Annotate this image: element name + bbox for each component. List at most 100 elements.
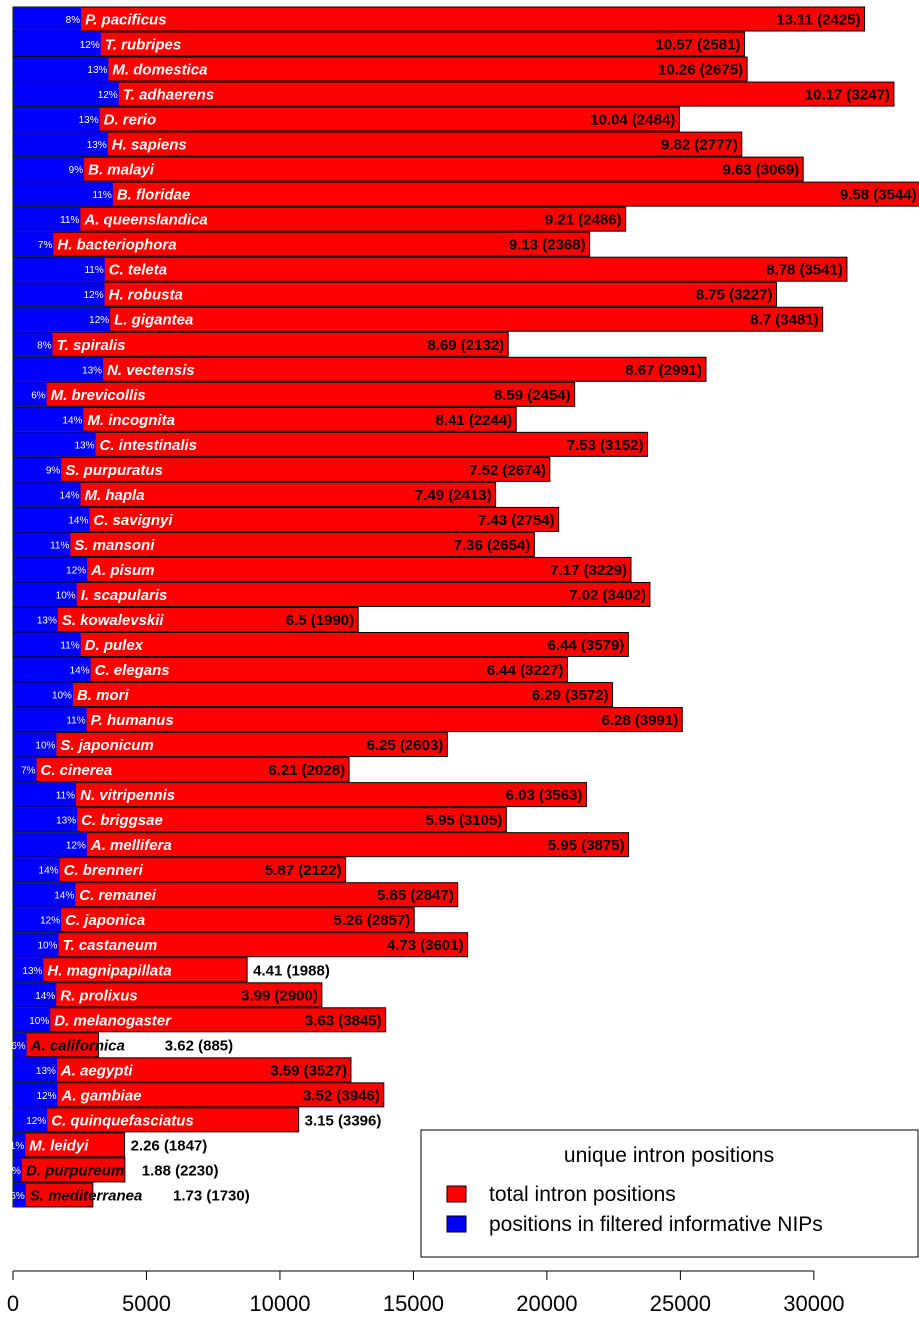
bar-filtered: [13, 1082, 58, 1107]
species-label: C. savignyi: [93, 512, 173, 529]
bar-total: [12, 857, 347, 883]
value-label: 5.95 (3105): [426, 812, 503, 829]
species-label: N. vitripennis: [80, 787, 175, 804]
bar-filtered: [13, 632, 81, 657]
species-label: D. melanogaster: [54, 1012, 172, 1029]
bar-row: 10% I. scapularis 7.02 (3402): [12, 581, 651, 607]
x-tick-label: 15000: [383, 1291, 444, 1316]
value-label: 9.63 (3069): [722, 162, 799, 179]
bar-row: 13% N. vectensis 8.67 (2991): [12, 356, 707, 382]
bar-filtered: [13, 857, 60, 882]
bar-row: 14% C. elegans 6.44 (3227): [12, 657, 568, 683]
bar-total: [12, 356, 707, 382]
bar-row: 11% P. humanus 6.28 (3991): [12, 707, 683, 733]
value-label: 9.82 (2777): [661, 137, 738, 154]
bar-row: 12% A. pisum 7.17 (3229): [12, 556, 632, 582]
bar-percent-label: 11%: [84, 265, 103, 276]
bar-row: 12% L. gigantea 8.7 (3481): [12, 306, 824, 332]
bar-row: 11% N. vitripennis 6.03 (3563): [12, 782, 587, 808]
bar-total: [12, 131, 743, 157]
bar-percent-label: 13%: [74, 440, 94, 451]
bar-filtered: [13, 882, 76, 907]
value-label: 3.63 (3845): [305, 1012, 382, 1029]
bar-percent-label: 13%: [87, 140, 107, 151]
species-label: T. rubripes: [105, 37, 181, 54]
legend-swatch: [446, 1185, 467, 1203]
bar-percent-label: 9%: [46, 465, 61, 476]
bar-filtered: [13, 707, 87, 732]
species-label: C. elegans: [95, 662, 170, 679]
bar-filtered: [13, 982, 57, 1007]
value-label: 3.62 (885): [165, 1037, 233, 1054]
value-label: 10.17 (3247): [805, 87, 890, 104]
bar-percent-label: 10%: [56, 590, 76, 601]
value-label: 6.03 (3563): [506, 787, 583, 804]
bar-percent-label: 12%: [66, 565, 86, 576]
bar-filtered: [13, 82, 119, 107]
bar-total: [12, 206, 627, 232]
bar-row: 12% T. rubripes 10.57 (2581): [12, 31, 745, 57]
bar-percent-label: 8%: [37, 340, 52, 351]
bar-percent-label: 14%: [70, 666, 90, 677]
bar-total: [12, 531, 535, 557]
species-label: C. cinerea: [41, 762, 113, 779]
bar-row: 10% B. mori 6.29 (3572): [12, 682, 614, 708]
value-label: 8.78 (3541): [766, 262, 843, 279]
bar-total: [12, 907, 415, 933]
bar-filtered: [13, 7, 82, 31]
bar-total: [12, 56, 748, 82]
value-label: 5.95 (3875): [548, 837, 625, 854]
bar-row: 14% M. hapla 7.49 (2413): [12, 481, 497, 507]
bar-row: 13% C. intestinalis 7.53 (3152): [12, 431, 649, 457]
bar-row: 6% M. brevicollis 8.59 (2454): [12, 381, 576, 407]
species-label: B. mori: [77, 687, 130, 704]
bar-percent-label: 10%: [37, 941, 57, 952]
bar-percent-label: 10%: [29, 1016, 49, 1027]
value-label: 6.28 (3991): [602, 712, 679, 729]
bar-percent-label: 16%: [6, 1041, 26, 1052]
species-label: C. japonica: [65, 912, 145, 929]
bar-percent-label: 12%: [98, 90, 118, 101]
species-label: C. briggsae: [81, 812, 163, 829]
bar-percent-label: 13%: [36, 1066, 56, 1077]
bar-percent-label: 13%: [79, 115, 99, 126]
bar-filtered: [13, 907, 62, 932]
bar-row: 11% A. queenslandica 9.21 (2486): [12, 206, 627, 232]
species-label: D. purpureum: [26, 1162, 124, 1179]
bar-row: 13% H. magnipapillata 4.41 (1988): [12, 957, 330, 983]
species-label: P. humanus: [91, 712, 174, 729]
species-label: S. japonicum: [60, 737, 153, 754]
bar-percent-label: 7%: [21, 766, 36, 777]
bar-row: 13% S. kowalevskii 6.5 (1990): [12, 606, 359, 632]
bar-total: [12, 1157, 126, 1183]
species-label: S. mediterranea: [30, 1187, 143, 1204]
bar-filtered: [13, 757, 37, 782]
bar-filtered: [13, 382, 47, 407]
bar-total: [12, 1032, 99, 1058]
bar-row: 10% T. castaneum 4.73 (3601): [12, 932, 469, 958]
value-label: 3.15 (3396): [305, 1112, 382, 1129]
bar-filtered: [13, 332, 53, 357]
value-label: 9.13 (2368): [509, 237, 586, 254]
value-label: 9.58 (3544): [840, 187, 917, 204]
bar-percent-label: 13%: [22, 966, 42, 977]
bar-percent-label: 11%: [66, 716, 85, 727]
bar-total: [12, 156, 804, 182]
bar-filtered: [13, 1032, 27, 1057]
bar-total: [12, 556, 632, 582]
value-label: 10.04 (2484): [590, 112, 675, 129]
bars-group: 8% P. pacificus 13.11 (2425) 12% T. rubripes…: [5, 6, 919, 1208]
bar-filtered: [13, 232, 54, 257]
species-label: S. mansoni: [74, 537, 155, 554]
bar-row: 11% M. leidyi 2.26 (1847): [5, 1132, 207, 1158]
species-label: H. sapiens: [112, 137, 187, 154]
value-label: 5.87 (2122): [265, 862, 342, 879]
species-label: B. floridae: [117, 187, 190, 204]
legend-title: unique intron positions: [564, 1144, 774, 1167]
bar-row: 16% S. mediterranea 1.73 (1730): [5, 1182, 250, 1208]
bar-percent-label: 11%: [60, 641, 79, 652]
bar-row: 11% S. mansoni 7.36 (2654): [12, 531, 535, 557]
bar-percent-label: 16%: [5, 1191, 25, 1202]
bar-filtered: [13, 1132, 26, 1157]
legend: unique intron positions total intron posi…: [420, 1129, 919, 1258]
